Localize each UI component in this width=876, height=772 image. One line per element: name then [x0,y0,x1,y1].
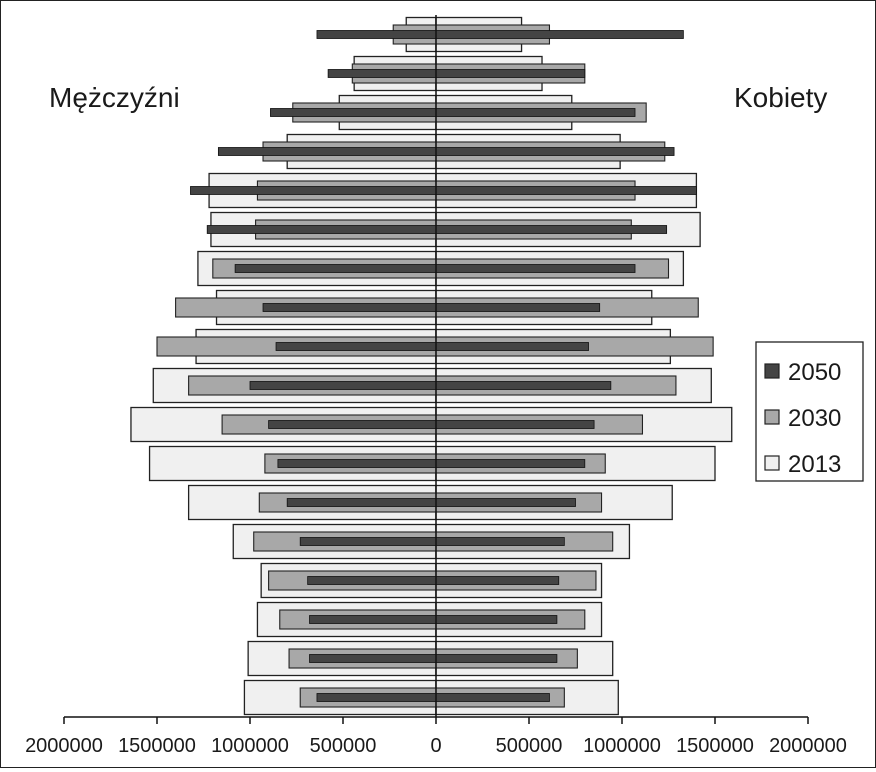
bar-2050-women-16 [435,69,586,78]
bar-2050-women-14 [435,147,675,156]
right-side-label: Kobiety [734,82,827,113]
bar-2050-women-5 [435,498,576,507]
x-tick-label: 1000000 [211,735,289,757]
bar-2050-men-12 [206,225,437,234]
bar-2050-men-17 [316,30,437,39]
bar-2050-men-1 [309,654,437,663]
bar-2050-women-15 [435,108,636,117]
bar-2050-men-7 [268,420,437,429]
bar-2050-women-9 [435,342,589,351]
bar-2050-women-7 [435,420,595,429]
bar-2050-men-2 [309,615,437,624]
bar-2050-women-1 [435,654,558,663]
bar-2050-men-16 [327,69,437,78]
x-tick-label: 1500000 [676,735,754,757]
legend-swatch-2050 [764,363,780,379]
bar-2050-women-4 [435,537,565,546]
x-tick-label: 500000 [310,735,377,757]
bar-2050-men-6 [277,459,437,468]
legend-label-2013: 2013 [788,451,841,478]
bar-2050-men-10 [262,303,437,312]
bar-2050-women-11 [435,264,636,273]
left-side-label: Mężczyźni [49,82,180,113]
bar-2050-men-9 [275,342,437,351]
x-tick-label: 500000 [496,735,563,757]
bar-2050-men-13 [190,186,437,195]
legend-label-2050: 2050 [788,359,841,386]
x-tick-label: 2000000 [25,735,103,757]
x-tick-label: 1000000 [583,735,661,757]
bar-2050-men-11 [234,264,437,273]
legend-label-2030: 2030 [788,405,841,432]
bar-2050-women-8 [435,381,612,390]
bar-2050-men-5 [286,498,437,507]
x-tick-label: 0 [430,735,441,757]
bar-2050-women-13 [435,186,697,195]
bar-2050-men-4 [299,537,437,546]
bar-2050-men-14 [217,147,437,156]
bar-2050-men-15 [270,108,437,117]
bar-2050-women-17 [435,30,684,39]
bar-2050-women-12 [435,225,668,234]
bar-2050-men-3 [307,576,437,585]
bar-2050-women-0 [435,693,550,702]
legend: 2050 2030 2013 [755,341,864,482]
bar-2050-women-6 [435,459,586,468]
bar-2050-women-3 [435,576,560,585]
x-axis: 2000000 1500000 1000000 500000 0 500000 100000… [25,716,847,757]
bar-2050-women-2 [435,615,558,624]
bars-layer [130,15,733,717]
bar-2050-women-10 [435,303,601,312]
x-tick-label: 2000000 [769,735,847,757]
bar-2050-men-8 [249,381,437,390]
legend-swatch-2030 [764,409,780,425]
bar-2050-men-0 [316,693,437,702]
x-tick-label: 1500000 [118,735,196,757]
legend-swatch-2013 [764,455,780,471]
